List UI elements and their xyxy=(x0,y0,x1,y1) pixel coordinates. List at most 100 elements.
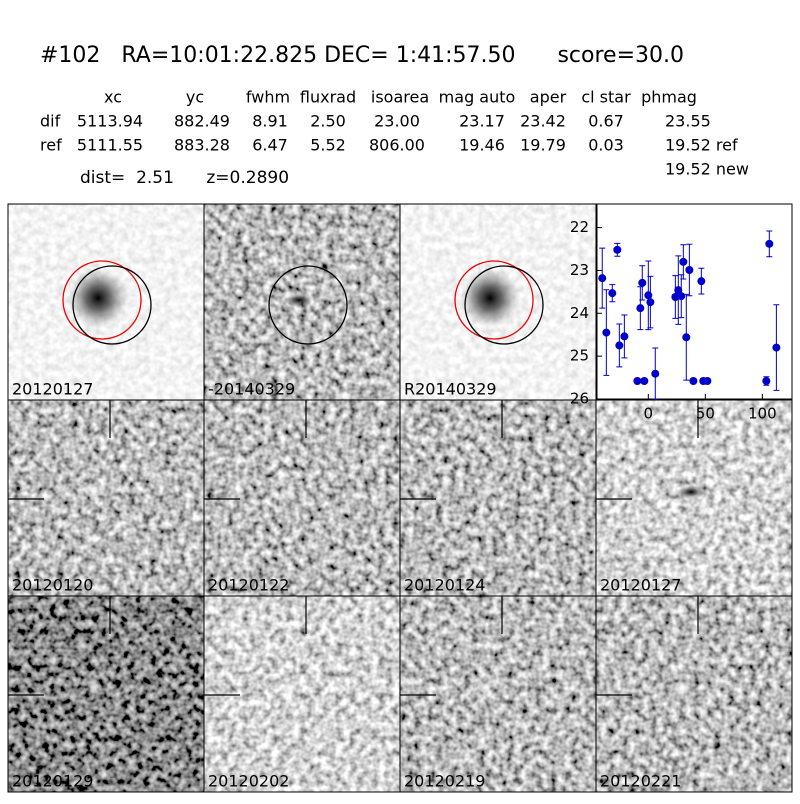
new-circle xyxy=(464,265,544,345)
column-header: phmag xyxy=(641,88,697,107)
source-spot xyxy=(476,483,494,501)
x-tick-label: 50 xyxy=(696,405,715,423)
column-header: fluxrad xyxy=(300,88,356,107)
data-point xyxy=(703,377,712,385)
table-cell: 883.28 xyxy=(174,136,230,155)
table-cell: 2.50 xyxy=(310,112,346,131)
data-point xyxy=(644,291,653,300)
data-point xyxy=(636,304,645,313)
source-spot xyxy=(84,483,102,501)
data-point xyxy=(615,341,624,350)
table-cell: 6.47 xyxy=(252,136,288,155)
data-point xyxy=(682,333,691,342)
stamp-label: R20140329 xyxy=(404,380,497,399)
stamp-image xyxy=(596,596,792,792)
table-cell: 8.91 xyxy=(252,112,288,131)
stamp-image xyxy=(8,596,204,792)
stamp-label: -20140329 xyxy=(208,380,295,399)
table-cell: 882.49 xyxy=(174,112,230,131)
data-point xyxy=(640,377,649,385)
data-point xyxy=(602,328,611,337)
table-cell: 19.79 xyxy=(520,136,566,155)
stamp-label: 20120127 xyxy=(600,576,681,595)
table-cell: 23.42 xyxy=(520,112,566,131)
table-cell: 23.55 xyxy=(665,112,711,131)
column-header: aper xyxy=(530,88,567,107)
x-tick-label: 100 xyxy=(748,405,777,423)
data-point xyxy=(697,277,706,286)
stamp-image xyxy=(204,400,400,596)
row-label: dif xyxy=(40,112,61,131)
stamp-image xyxy=(400,596,596,792)
stamp-label: 20120221 xyxy=(600,772,681,791)
data-point xyxy=(674,286,683,295)
title: #102 RA=10:01:22.825 DEC= 1:41:57.50 sco… xyxy=(40,43,684,68)
stamp-label: 20120124 xyxy=(404,576,485,595)
data-point xyxy=(638,278,647,287)
data-point xyxy=(772,343,781,352)
data-point xyxy=(765,239,774,248)
source-blob xyxy=(460,268,520,328)
column-header: mag auto xyxy=(439,88,516,107)
data-point xyxy=(677,292,686,301)
stamp-image xyxy=(8,400,204,596)
table-cell: 23.00 xyxy=(374,112,420,131)
y-tick-label: 26 xyxy=(570,390,589,408)
y-tick-label: 24 xyxy=(570,304,589,322)
data-point xyxy=(633,377,642,385)
source-spot xyxy=(280,483,298,501)
table-cell: 5111.55 xyxy=(77,136,143,155)
source-spot xyxy=(84,679,102,697)
column-header: isoarea xyxy=(371,88,429,107)
data-point xyxy=(598,274,607,283)
table-cell: 0.03 xyxy=(588,136,624,155)
row-label: ref xyxy=(40,136,62,155)
stamp-image xyxy=(400,400,596,596)
dist-line: dist= 2.51 z=0.2890 xyxy=(80,168,289,188)
new-circle xyxy=(72,265,152,345)
table-cell: 19.46 xyxy=(459,136,505,155)
y-tick-label: 22 xyxy=(570,218,589,236)
table-cell: 806.00 xyxy=(369,136,425,155)
stamp-label: 20120127 xyxy=(12,380,93,399)
stamp-label: 20120120 xyxy=(12,576,93,595)
source-blob xyxy=(677,485,705,499)
source-spot xyxy=(476,679,494,697)
data-point xyxy=(608,289,617,298)
ref-circle xyxy=(62,260,142,340)
source-blob xyxy=(68,268,128,328)
table-cell: 0.67 xyxy=(588,112,624,131)
data-point xyxy=(679,257,688,266)
stamp-frame xyxy=(595,595,793,793)
source-spot xyxy=(280,679,298,697)
y-tick-label: 23 xyxy=(570,261,589,279)
table-cell: 5113.94 xyxy=(77,112,143,131)
y-tick-label: 25 xyxy=(570,347,589,365)
table-cell: 5.52 xyxy=(310,136,346,155)
stamp-label: 20120202 xyxy=(208,772,289,791)
data-point xyxy=(685,266,694,274)
data-point xyxy=(613,245,622,254)
column-header: yc xyxy=(186,88,204,107)
column-header: cl star xyxy=(581,88,631,107)
data-point xyxy=(762,377,771,385)
phmag-new: 19.52 new xyxy=(665,160,749,179)
data-point xyxy=(646,298,655,307)
column-header: fwhm xyxy=(246,88,290,107)
column-header: xc xyxy=(104,88,122,107)
data-point xyxy=(671,293,680,301)
data-point xyxy=(620,332,629,341)
table-cell: 23.17 xyxy=(459,112,505,131)
data-point xyxy=(689,377,698,385)
stamp-image xyxy=(204,596,400,792)
stamp-label: 20120122 xyxy=(208,576,289,595)
x-tick-label: 0 xyxy=(644,405,654,423)
data-point xyxy=(651,369,660,378)
source-spot xyxy=(672,679,690,697)
source-blob xyxy=(285,293,313,307)
stamp-label: 20120129 xyxy=(12,772,93,791)
plot-background xyxy=(596,203,793,400)
new-circle xyxy=(268,265,348,345)
ref-circle xyxy=(454,260,534,340)
